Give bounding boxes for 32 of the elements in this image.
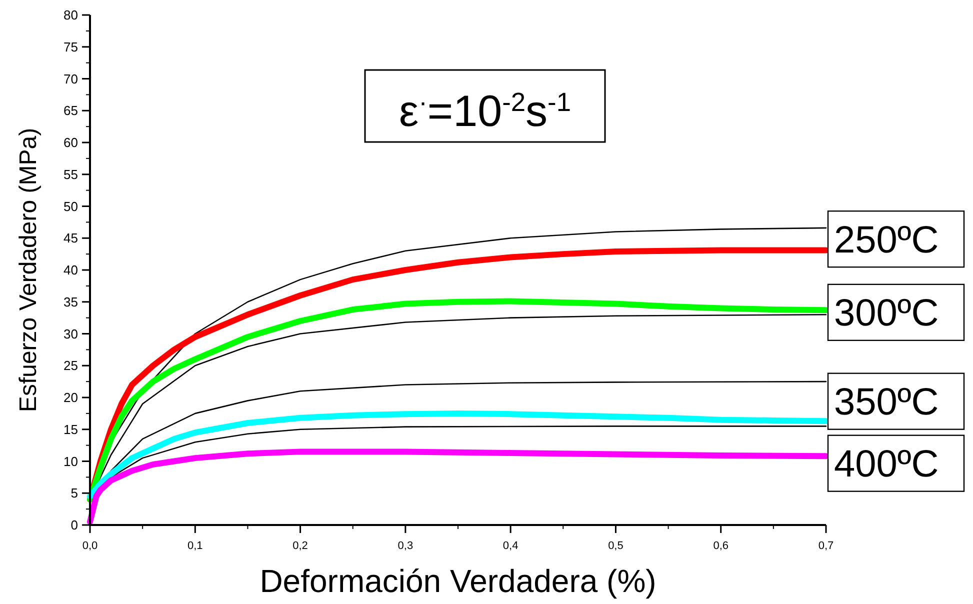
y-axis-title: Esfuerzo Verdadero (MPa) — [15, 128, 42, 412]
y-tick-label: 15 — [64, 422, 78, 437]
y-tick-label: 55 — [64, 166, 78, 182]
text: 300ºC — [834, 292, 939, 335]
text: 350ºC — [834, 382, 939, 424]
y-tick-label: 40 — [64, 262, 78, 278]
x-tick-label: 0,6 — [713, 540, 729, 552]
y-tick-label: 75 — [64, 39, 78, 54]
x-tick-label: 0,4 — [502, 540, 518, 552]
x-tick-label: 0,1 — [187, 540, 203, 552]
x-tick-label: 0,0 — [82, 540, 98, 552]
y-tick-label: 70 — [64, 71, 78, 86]
x-tick-label: 0,5 — [608, 540, 624, 552]
y-tick-label: 30 — [64, 326, 78, 342]
y-tick-label: 20 — [64, 390, 78, 406]
text: 400ºC — [834, 444, 939, 486]
x-tick-label: 0,3 — [398, 540, 414, 552]
x-axis-title: Deformación Verdadera (%) — [260, 563, 656, 599]
y-tick-label: 0 — [70, 518, 78, 533]
x-tick-label: 0,2 — [292, 540, 308, 552]
y-tick-label: 25 — [64, 358, 78, 374]
y-tick-label: 35 — [64, 294, 78, 310]
y-tick-label: 10 — [64, 454, 78, 469]
y-tick-label: 60 — [64, 135, 78, 150]
x-tick-label: 0,7 — [818, 540, 834, 552]
text: 250ºC — [834, 219, 939, 262]
y-tick-label: 80 — [64, 8, 78, 23]
y-tick-label: 5 — [70, 486, 78, 501]
y-tick-label: 65 — [64, 103, 78, 118]
annotation: ε$^{·}$=10$^{-2}$s$^{-1}$ — [399, 87, 571, 136]
y-tick-label: 50 — [64, 198, 78, 214]
y-tick-label: 45 — [64, 230, 78, 246]
